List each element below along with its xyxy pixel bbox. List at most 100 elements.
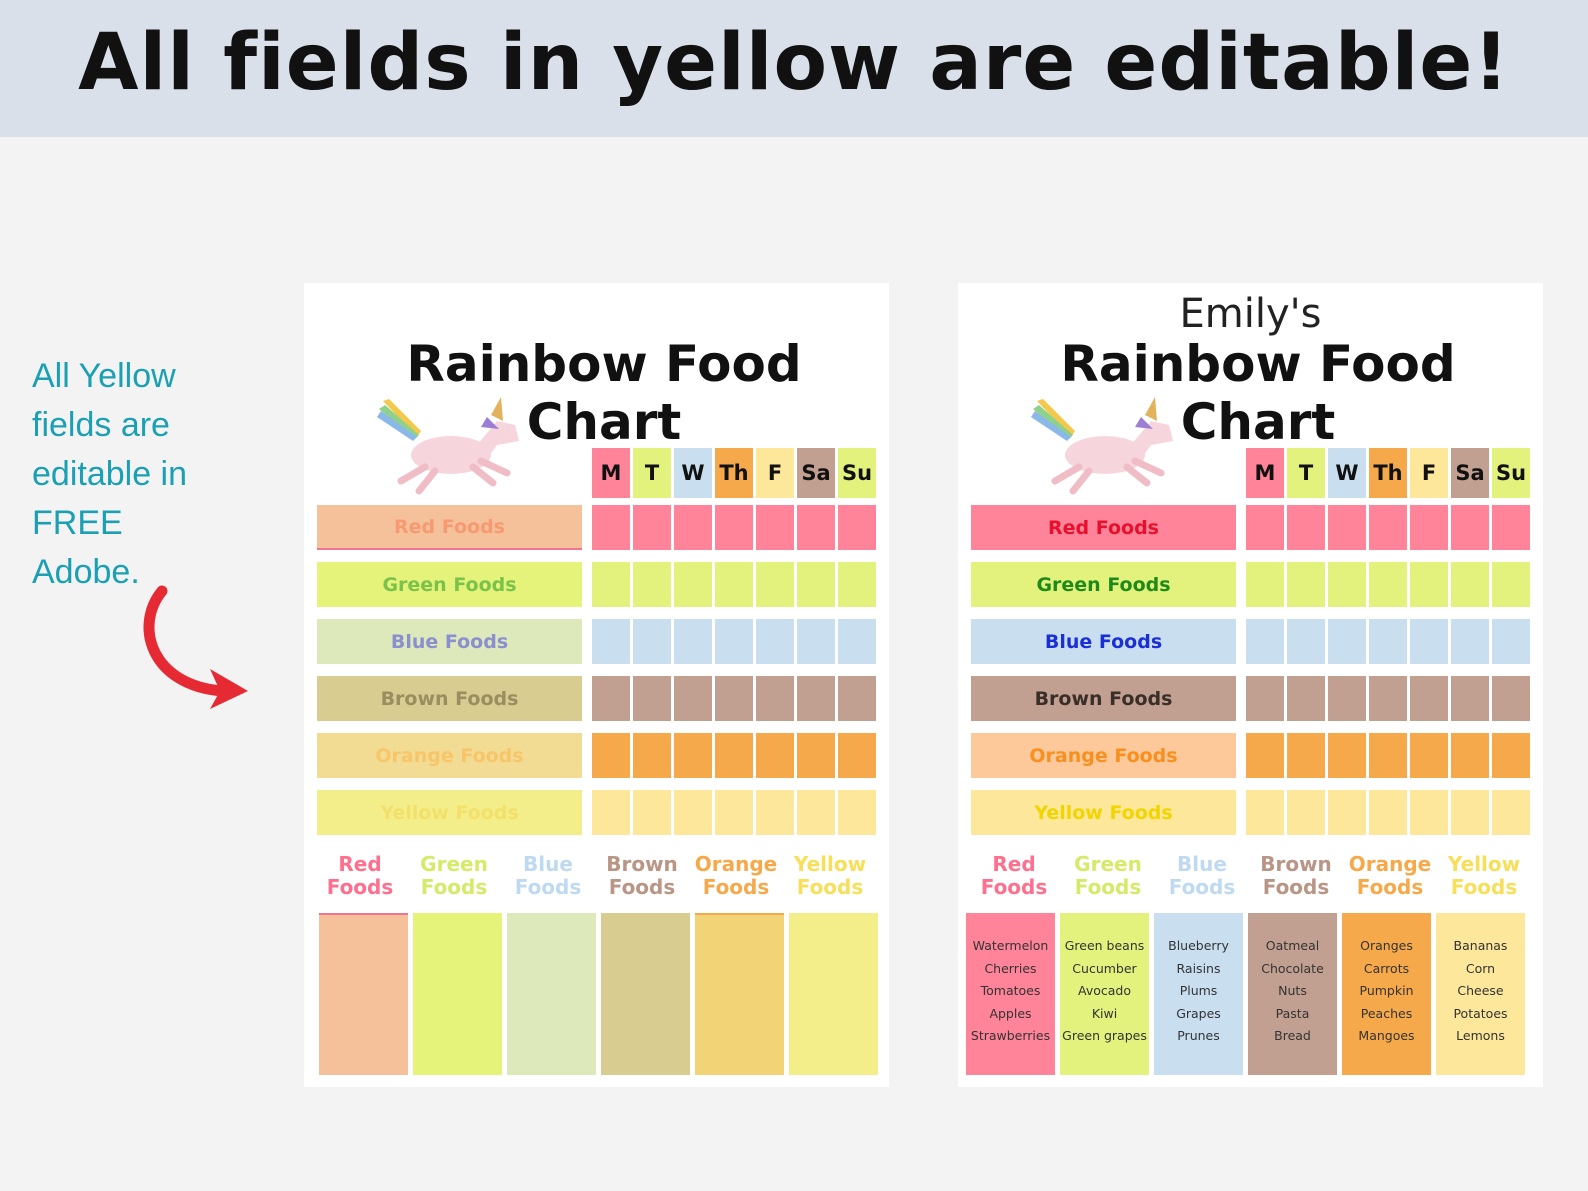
food-list-yellow[interactable]: Bananas Corn Cheese Potatoes Lemons [1436,913,1525,1075]
tracker-cell-yellow[interactable] [1410,790,1448,835]
tracker-cell-green[interactable] [1410,562,1448,607]
row-label-brown-field[interactable]: Brown Foods [317,676,582,721]
tracker-cell-red[interactable] [756,505,794,550]
tracker-cell-yellow[interactable] [797,790,835,835]
tracker-cell-brown[interactable] [1328,676,1366,721]
tracker-cell-green[interactable] [674,562,712,607]
tracker-cell-green[interactable] [838,562,876,607]
tracker-cell-green[interactable] [1287,562,1325,607]
row-label-red-field[interactable]: Red Foods [317,505,582,550]
tracker-cell-brown[interactable] [674,676,712,721]
tracker-cell-brown[interactable] [1369,676,1407,721]
tracker-cell-red[interactable] [674,505,712,550]
tracker-cell-red[interactable] [633,505,671,550]
tracker-cell-green[interactable] [756,562,794,607]
tracker-cell-green[interactable] [715,562,753,607]
tracker-cell-orange[interactable] [633,733,671,778]
tracker-cell-yellow[interactable] [1287,790,1325,835]
row-label-yellow-field[interactable]: Yellow Foods [317,790,582,835]
tracker-cell-orange[interactable] [1328,733,1366,778]
tracker-cell-green[interactable] [797,562,835,607]
tracker-cell-blue[interactable] [1246,619,1284,664]
food-list-green-field[interactable] [413,913,502,1075]
tracker-cell-red[interactable] [592,505,630,550]
tracker-cell-orange[interactable] [715,733,753,778]
tracker-cell-green[interactable] [633,562,671,607]
tracker-cell-yellow[interactable] [1246,790,1284,835]
tracker-cell-green[interactable] [1451,562,1489,607]
tracker-cell-yellow[interactable] [674,790,712,835]
tracker-cell-blue[interactable] [838,619,876,664]
tracker-cell-orange[interactable] [797,733,835,778]
tracker-cell-red[interactable] [838,505,876,550]
tracker-cell-yellow[interactable] [715,790,753,835]
food-list-green[interactable]: Green beans Cucumber Avocado Kiwi Green … [1060,913,1149,1075]
tracker-cell-blue[interactable] [1451,619,1489,664]
tracker-cell-orange[interactable] [838,733,876,778]
tracker-cell-orange[interactable] [1287,733,1325,778]
tracker-cell-green[interactable] [1328,562,1366,607]
tracker-cell-blue[interactable] [1492,619,1530,664]
tracker-cell-orange[interactable] [1410,733,1448,778]
tracker-cell-orange[interactable] [1451,733,1489,778]
tracker-cell-red[interactable] [1287,505,1325,550]
tracker-cell-red[interactable] [1451,505,1489,550]
tracker-cell-brown[interactable] [1410,676,1448,721]
food-list-orange-field[interactable] [695,913,784,1075]
tracker-cell-orange[interactable] [674,733,712,778]
tracker-cell-brown[interactable] [838,676,876,721]
tracker-cell-orange[interactable] [1246,733,1284,778]
tracker-cell-yellow[interactable] [756,790,794,835]
food-list-brown-field[interactable] [601,913,690,1075]
food-list-brown[interactable]: Oatmeal Chocolate Nuts Pasta Bread [1248,913,1337,1075]
tracker-cell-blue[interactable] [1287,619,1325,664]
tracker-cell-red[interactable] [1246,505,1284,550]
food-list-red[interactable]: Watermelon Cherries Tomatoes Apples Stra… [966,913,1055,1075]
owner-name-field[interactable]: Emily's [1179,291,1322,337]
food-list-blue-field[interactable] [507,913,596,1075]
tracker-cell-blue[interactable] [633,619,671,664]
tracker-cell-brown[interactable] [1492,676,1530,721]
tracker-cell-blue[interactable] [1369,619,1407,664]
tracker-cell-brown[interactable] [1246,676,1284,721]
tracker-cell-orange[interactable] [1492,733,1530,778]
tracker-cell-green[interactable] [1246,562,1284,607]
tracker-cell-blue[interactable] [1328,619,1366,664]
tracker-cell-yellow[interactable] [592,790,630,835]
tracker-cell-red[interactable] [1328,505,1366,550]
tracker-cell-yellow[interactable] [633,790,671,835]
tracker-cell-blue[interactable] [715,619,753,664]
tracker-cell-blue[interactable] [1410,619,1448,664]
tracker-cell-green[interactable] [592,562,630,607]
food-list-yellow-field[interactable] [789,913,878,1075]
tracker-cell-orange[interactable] [592,733,630,778]
tracker-cell-red[interactable] [1369,505,1407,550]
tracker-cell-brown[interactable] [1451,676,1489,721]
tracker-cell-blue[interactable] [756,619,794,664]
tracker-cell-red[interactable] [1410,505,1448,550]
row-label-orange-field[interactable]: Orange Foods [317,733,582,778]
tracker-cell-blue[interactable] [592,619,630,664]
tracker-cell-green[interactable] [1492,562,1530,607]
tracker-cell-yellow[interactable] [1492,790,1530,835]
tracker-cell-orange[interactable] [756,733,794,778]
tracker-cell-blue[interactable] [797,619,835,664]
row-label-green-field[interactable]: Green Foods [317,562,582,607]
tracker-cell-yellow[interactable] [838,790,876,835]
tracker-cell-orange[interactable] [1369,733,1407,778]
food-list-orange[interactable]: Oranges Carrots Pumpkin Peaches Mangoes [1342,913,1431,1075]
row-label-blue-field[interactable]: Blue Foods [317,619,582,664]
tracker-cell-yellow[interactable] [1328,790,1366,835]
tracker-cell-brown[interactable] [633,676,671,721]
tracker-cell-red[interactable] [797,505,835,550]
tracker-cell-brown[interactable] [797,676,835,721]
tracker-cell-brown[interactable] [715,676,753,721]
tracker-cell-green[interactable] [1369,562,1407,607]
tracker-cell-brown[interactable] [756,676,794,721]
food-list-red-field[interactable] [319,913,408,1075]
food-list-blue[interactable]: Blueberry Raisins Plums Grapes Prunes [1154,913,1243,1075]
tracker-cell-brown[interactable] [592,676,630,721]
tracker-cell-blue[interactable] [674,619,712,664]
tracker-cell-yellow[interactable] [1451,790,1489,835]
tracker-cell-red[interactable] [1492,505,1530,550]
